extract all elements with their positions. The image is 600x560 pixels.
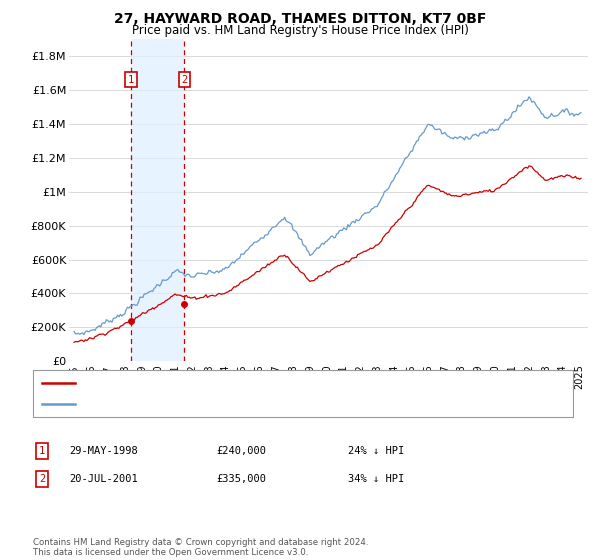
Text: 1: 1 xyxy=(39,446,45,456)
Text: £335,000: £335,000 xyxy=(216,474,266,484)
Text: 24% ↓ HPI: 24% ↓ HPI xyxy=(348,446,404,456)
Text: 2: 2 xyxy=(39,474,45,484)
Text: HPI: Average price, detached house, Elmbridge: HPI: Average price, detached house, Elmb… xyxy=(81,399,316,409)
Text: 27, HAYWARD ROAD, THAMES DITTON, KT7 0BF (detached house): 27, HAYWARD ROAD, THAMES DITTON, KT7 0BF… xyxy=(81,378,409,388)
Bar xyxy=(131,39,184,361)
Text: 20-JUL-2001: 20-JUL-2001 xyxy=(69,474,138,484)
Text: Contains HM Land Registry data © Crown copyright and database right 2024.
This d: Contains HM Land Registry data © Crown c… xyxy=(33,538,368,557)
Text: 34% ↓ HPI: 34% ↓ HPI xyxy=(348,474,404,484)
Text: 27, HAYWARD ROAD, THAMES DITTON, KT7 0BF: 27, HAYWARD ROAD, THAMES DITTON, KT7 0BF xyxy=(114,12,486,26)
Text: 29-MAY-1998: 29-MAY-1998 xyxy=(69,446,138,456)
Text: £240,000: £240,000 xyxy=(216,446,266,456)
Text: 2: 2 xyxy=(181,75,188,85)
Text: 1: 1 xyxy=(128,75,134,85)
Text: Price paid vs. HM Land Registry's House Price Index (HPI): Price paid vs. HM Land Registry's House … xyxy=(131,24,469,36)
